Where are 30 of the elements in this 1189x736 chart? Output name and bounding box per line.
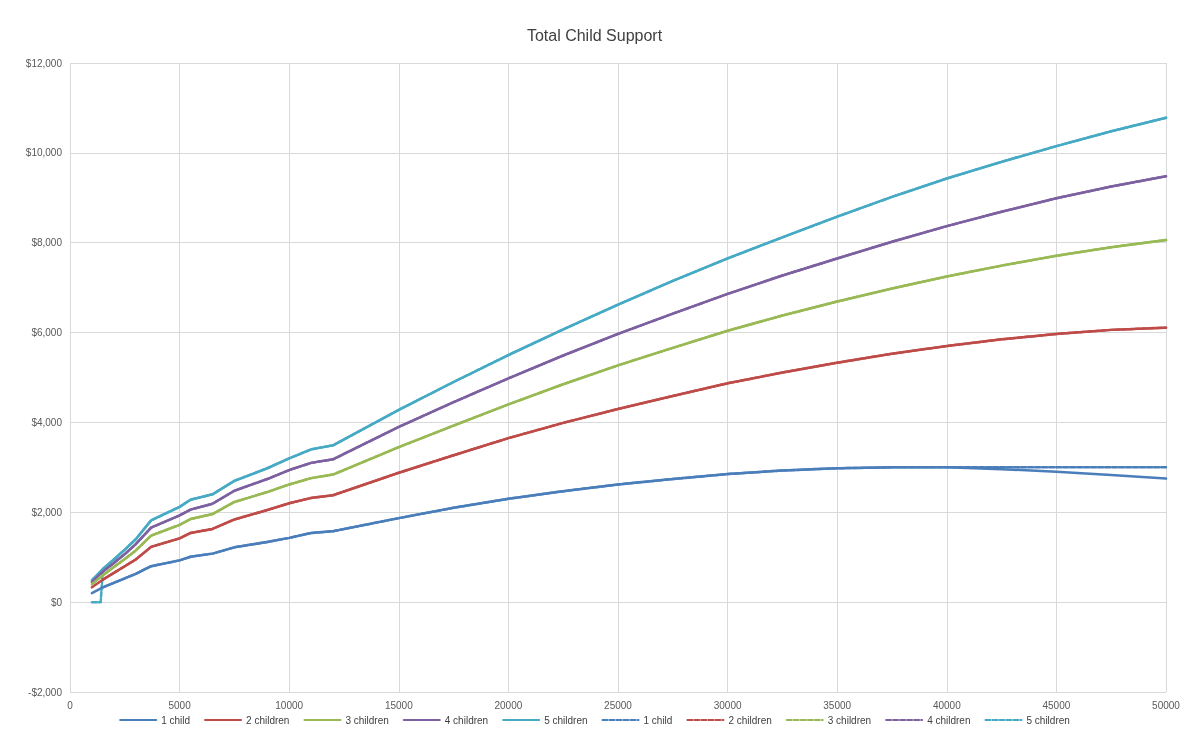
legend-label: 2 children bbox=[246, 714, 290, 726]
x-tick-label: 25000 bbox=[604, 699, 633, 711]
chart-title: Total Child Support bbox=[526, 26, 663, 44]
x-tick-label: 40000 bbox=[932, 699, 962, 711]
legend-label: 4 children bbox=[927, 714, 971, 726]
x-tick-label: 20000 bbox=[494, 699, 523, 711]
legend-label: 1 child bbox=[643, 714, 673, 726]
y-tick-label: $0 bbox=[50, 596, 63, 608]
legend-label: 3 children bbox=[345, 714, 389, 726]
x-tick-label: 45000 bbox=[1042, 699, 1071, 711]
legend-label: 4 children bbox=[444, 714, 489, 726]
x-tick-label: 0 bbox=[67, 699, 74, 711]
y-tick-label: $10,000 bbox=[25, 147, 63, 159]
x-tick-label: 15000 bbox=[384, 699, 414, 711]
x-tick-label: 30000 bbox=[713, 699, 742, 711]
y-tick-label: $2,000 bbox=[31, 506, 63, 518]
y-tick-label: $8,000 bbox=[31, 237, 63, 249]
y-tick-label: -$2,000 bbox=[28, 686, 63, 698]
x-tick-label: 5000 bbox=[168, 699, 192, 711]
legend-label: 5 children bbox=[544, 714, 588, 726]
legend-label: 1 child bbox=[161, 714, 191, 726]
legend-label: 5 children bbox=[1026, 714, 1070, 726]
legend-label: 2 children bbox=[728, 714, 772, 726]
x-tick-label: 10000 bbox=[275, 699, 304, 711]
y-tick-label: $4,000 bbox=[31, 416, 63, 428]
y-tick-label: $6,000 bbox=[31, 327, 63, 339]
x-tick-label: 50000 bbox=[1152, 699, 1181, 711]
x-tick-label: 35000 bbox=[823, 699, 852, 711]
legend-label: 3 children bbox=[827, 714, 872, 726]
y-tick-label: $12,000 bbox=[25, 57, 63, 69]
